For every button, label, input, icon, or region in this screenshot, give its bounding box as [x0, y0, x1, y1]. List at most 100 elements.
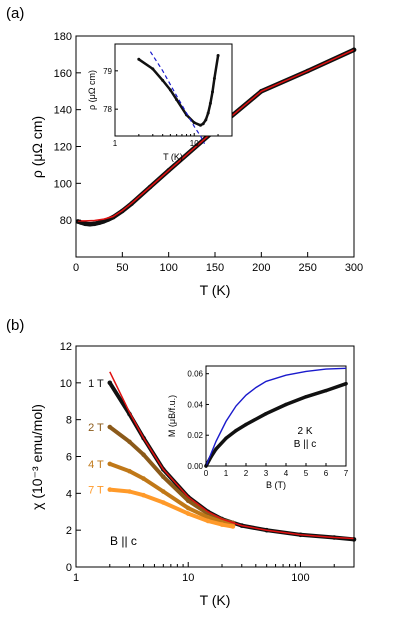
panel-b-y-tick-label: 2 — [66, 525, 72, 537]
panel-b-x-tick-label: 1 — [73, 572, 79, 584]
panel-b-series-0-point — [161, 467, 166, 472]
panel-b-inset-x-label: B (T) — [266, 480, 286, 490]
panel-a-y-tick-label: 80 — [60, 215, 72, 227]
panel-b-inset-x-tick-label: 0 — [204, 469, 209, 478]
panel-a-label: (a) — [6, 5, 24, 22]
panel-a-series-1-line — [77, 49, 355, 222]
panel-b-series-1-label: 2 T — [88, 422, 104, 434]
panel-b-inset-y-tick-label: 0.00 — [187, 462, 203, 471]
panel-b-series-2-point — [107, 461, 113, 467]
panel-a-series-0-point — [147, 184, 153, 190]
panel-a-x-tick-label: 100 — [159, 262, 177, 274]
panel-b-inset-series-0-point — [344, 382, 348, 386]
panel-a-y-tick-label: 160 — [54, 68, 72, 80]
panel-a-inset-ticks: 1 10 78 79 — [103, 67, 233, 148]
panel-a-inset-series-0-point — [201, 122, 205, 126]
panel-a-inset-series-0-point — [212, 77, 216, 80]
panel-b-series-0-label: 1 T — [88, 378, 104, 390]
panel-a-y-tick-label: 140 — [54, 105, 72, 117]
panel-b-x-tick-label: 100 — [291, 572, 309, 584]
panel-a-x-tick-label: 300 — [345, 262, 363, 274]
panel-a-series-0-point — [166, 168, 171, 173]
panel-a-inset-x-tick-label: 1 — [113, 139, 118, 148]
panel-a-x-tick-label: 200 — [252, 262, 270, 274]
panel-a-y-tick-label: 100 — [54, 178, 72, 190]
panel-b-inset-y-tick-label: 0.06 — [187, 370, 203, 379]
panel-b-y-tick-label: 4 — [66, 488, 72, 500]
panel-b-label: (b) — [6, 317, 24, 334]
panel-a-series-0-point — [87, 221, 93, 227]
panel-a-inset: 1 10 78 79 T (K) ρ (μΩ cm) — [87, 43, 233, 162]
panel-b-series-3-trace — [107, 487, 235, 529]
panel-b-inset-series-0-point — [214, 447, 218, 451]
panel-a-series-0-point — [83, 221, 88, 227]
panel-b-series-3-label: 7 T — [88, 485, 104, 497]
panel-b-series-1-trace — [107, 425, 235, 525]
panel-b-inset-series-0-point — [224, 436, 228, 440]
panel-b-inset-series-0-point — [304, 395, 308, 399]
panel-b-inset-series — [204, 367, 348, 468]
panel-b-series-3-point — [230, 524, 236, 529]
panel-b-series-2-label: 4 T — [88, 459, 104, 471]
panel-a-series-0-point — [129, 201, 134, 206]
panel-b-series-2-point — [127, 468, 132, 474]
panel-b-series-4-line — [109, 371, 355, 540]
panel-b-series — [107, 371, 357, 542]
panel-b-annotation: B || c — [110, 534, 137, 548]
panel-a-inset-series-1-line — [149, 51, 206, 144]
panel-b-x-tick-label: 10 — [182, 572, 194, 584]
panel-a-inset-series-0-point — [137, 57, 141, 61]
panel-a-inset-x-tick-label: 10 — [190, 139, 199, 148]
panel-b-inset-y-tick-label: 0.04 — [187, 400, 203, 409]
panel-b-inset-y-tick-label: 0.02 — [187, 431, 203, 440]
panel-a-inset-series-0-trace — [137, 54, 220, 127]
panel-b-inset-annotation-1: 2 K — [297, 426, 312, 437]
panel-a-y-label: ρ (μΩ cm) — [29, 116, 45, 178]
panel-a-x-tick-label: 150 — [206, 262, 224, 274]
panel-b-series-1-point — [185, 498, 191, 504]
panel-a-y-tick-label: 120 — [54, 142, 72, 154]
panel-b-series-2-point — [185, 505, 191, 511]
panel-b-y-tick-label: 8 — [66, 415, 72, 427]
panel-b-inset-x-tick-label: 2 — [244, 469, 249, 478]
panel-a-inset-series — [137, 51, 220, 144]
panel-b-y-tick-label: 12 — [60, 341, 72, 353]
panel-b-series-3-point — [185, 511, 191, 516]
panel-b-inset-x-tick-label: 7 — [344, 469, 349, 478]
panel-b-inset-x-tick-label: 5 — [304, 469, 309, 478]
panel-a: (a) 0 50 100 150 200 250 30080100120140160180 … — [6, 5, 363, 298]
panel-a-x-tick-label: 250 — [298, 262, 316, 274]
panel-b-series-3-point — [161, 500, 166, 505]
panel-b-series-1-point — [127, 439, 132, 445]
panel-a-inset-x-label: T (K) — [163, 152, 183, 162]
panel-b-series-3-point — [107, 487, 113, 492]
panel-b-series-3-point — [127, 489, 132, 494]
panel-b-inset: 0 1 2 3 4 5 6 7 0.00 0.02 0.04 0.06 2 K B || c B (T… — [167, 365, 349, 490]
panel-b-inset-x-tick-label: 6 — [324, 469, 329, 478]
panel-b-series-2-point — [141, 476, 146, 481]
panel-a-inset-series-0-point — [208, 101, 212, 105]
panel-b-inset-series-0-point — [284, 402, 288, 407]
panel-a-inset-y-tick-label: 79 — [103, 67, 112, 76]
panel-a-x-label: T (K) — [200, 282, 231, 298]
panel-b-series-0-point — [141, 435, 146, 441]
panel-b-inset-frame — [205, 365, 347, 467]
panel-b-series-3-point — [219, 522, 225, 527]
panel-b-inset-x-tick-label: 3 — [264, 469, 269, 478]
panel-b-inset-series-0-point — [324, 388, 328, 393]
panel-a-series-0-point — [92, 221, 97, 227]
panel-a-inset-y-tick-label: 78 — [103, 105, 112, 114]
panel-b-inset-series-1-line — [205, 367, 347, 467]
panel-b-inset-ticks: 0 1 2 3 4 5 6 7 0.00 0.02 0.04 0.06 — [187, 370, 348, 478]
panel-a-series-0-point — [96, 220, 102, 225]
panel-a-inset-series-0-point — [175, 98, 179, 102]
panel-a-inset-series-0-point — [211, 90, 214, 94]
panel-a-x-tick-label: 50 — [116, 262, 128, 274]
panel-b-series-1-point — [161, 474, 166, 480]
panel-a-inset-series-0-point — [161, 78, 165, 82]
panel-b-series-1-point — [107, 424, 113, 430]
panel-a-inset-series-0-point — [192, 121, 196, 125]
panel-b-series-0-point — [107, 380, 113, 386]
